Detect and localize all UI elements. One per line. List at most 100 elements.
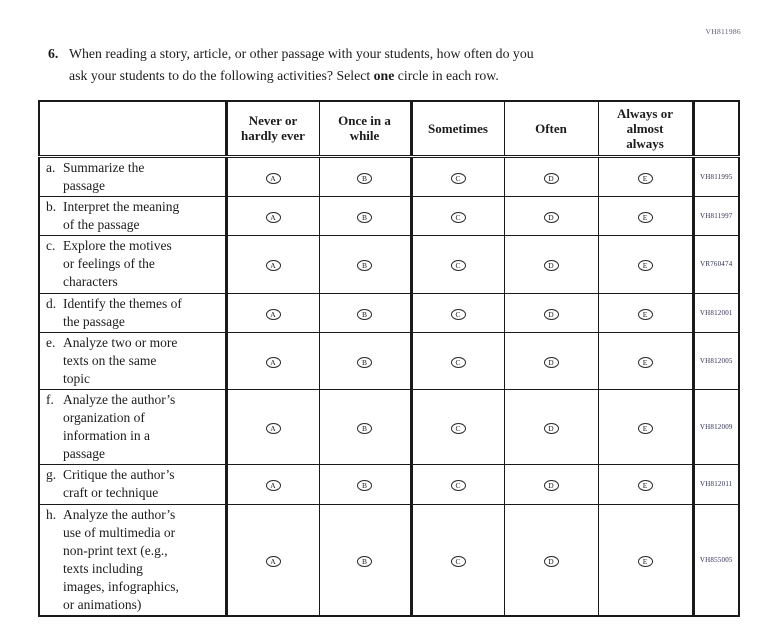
question-block: 6. When reading a story, article, or oth… [48,43,668,86]
option-cell-b: B [318,234,413,294]
answer-bubble-d[interactable]: D [543,555,559,567]
option-cell-b: B [318,463,413,505]
answer-bubble-b[interactable]: B [357,480,372,491]
answer-bubble-c[interactable]: C [450,480,466,491]
answer-bubble-e[interactable]: E [637,356,653,368]
header-col-3: Often [503,100,599,158]
answer-bubble-e[interactable]: E [637,480,653,491]
row-label: Explore the motives or feelings of the c… [63,238,172,289]
question-number: 6. [48,46,59,61]
option-cell-a: A [225,463,320,505]
answer-bubble-e[interactable]: E [637,308,653,320]
activity-label-cell: g. Critique the author’s craft or techni… [38,463,228,505]
activity-label-cell: d. Identify the themes of the passage [38,292,228,333]
question-line-2-after: circle in each row. [394,67,499,83]
answer-bubble-e[interactable]: E [637,172,653,184]
table-row: h. Analyze the author’s use of multimedi… [38,503,740,616]
answer-bubble-d[interactable]: D [543,211,559,223]
answer-bubble-d[interactable]: D [543,260,559,271]
option-cell-d: D [503,463,599,505]
option-cell-c: C [410,292,505,333]
row-code: VH812011 [700,480,733,488]
answer-bubble-c[interactable]: C [450,356,466,368]
answer-bubble-a[interactable]: A [265,480,281,491]
row-letter: h. [46,506,57,522]
answer-bubble-b[interactable]: B [357,555,372,567]
answer-bubble-a[interactable]: A [265,172,281,184]
row-letter: g. [46,467,57,482]
row-letter: f. [46,391,54,407]
option-cell-d: D [503,388,599,465]
answer-bubble-b[interactable]: B [357,172,372,184]
answer-bubble-b[interactable]: B [357,308,372,320]
answer-bubble-e[interactable]: E [637,260,653,271]
table-row: a. Summarize the passage A B C D E VH811995 [38,155,740,197]
option-cell-c: C [410,234,505,294]
option-cell-b: B [318,388,413,465]
option-cell-d: D [503,503,599,616]
header-col-4: Always or almost always [597,100,695,158]
row-code-cell: VH812001 [692,292,740,333]
activity-frequency-table: Never or hardly ever Once in a while Somet… [38,100,740,617]
row-label: Critique the author’s craft or technique [63,467,175,500]
row-code: VH812001 [699,308,733,317]
option-cell-c: C [410,388,505,465]
answer-bubble-a[interactable]: A [265,356,281,368]
answer-bubble-d[interactable]: D [543,480,559,491]
option-cell-e: E [597,155,695,197]
row-label: Analyze the author’s use of multimedia o… [63,506,179,612]
row-code-cell: VH855005 [692,503,740,616]
row-code-cell: VH812005 [692,331,740,390]
answer-bubble-d[interactable]: D [543,356,559,368]
row-label: Analyze the author’s organization of inf… [63,391,176,461]
option-cell-a: A [225,292,320,333]
answer-bubble-c[interactable]: C [450,308,466,320]
answer-bubble-a[interactable]: A [265,555,281,567]
answer-bubble-b[interactable]: B [357,211,372,223]
option-cell-e: E [597,388,695,465]
option-cell-c: C [410,503,505,616]
activity-label-cell: b. Interpret the meaning of the passage [38,195,228,236]
answer-bubble-c[interactable]: C [450,555,466,567]
answer-bubble-c[interactable]: C [450,172,466,184]
row-code-cell: VH812011 [692,463,740,505]
option-cell-c: C [410,463,505,505]
option-cell-d: D [503,331,599,390]
option-cell-b: B [318,503,413,616]
row-code-cell: VH811997 [692,195,740,236]
header-code-cell [692,100,740,158]
answer-bubble-a[interactable]: A [265,260,281,271]
option-cell-e: E [597,463,695,505]
option-cell-a: A [225,503,320,616]
answer-bubble-b[interactable]: B [357,260,372,271]
answer-bubble-d[interactable]: D [543,422,559,434]
answer-bubble-a[interactable]: A [265,211,281,223]
row-label: Summarize the passage [63,159,145,193]
table-row: d. Identify the themes of the passage A B… [38,292,740,333]
answer-bubble-b[interactable]: B [357,356,372,368]
answer-bubble-c[interactable]: C [450,422,466,434]
row-code: VR760474 [700,260,733,268]
answer-bubble-d[interactable]: D [543,308,559,320]
option-cell-e: E [597,292,695,333]
answer-bubble-c[interactable]: C [450,260,466,271]
answer-bubble-e[interactable]: E [637,211,653,223]
option-cell-a: A [225,388,320,465]
answer-bubble-b[interactable]: B [357,422,372,434]
answer-bubble-d[interactable]: D [543,172,559,184]
row-code: VH812009 [699,422,733,431]
answer-bubble-c[interactable]: C [450,211,466,223]
activity-label-cell: e. Analyze two or more texts on the same… [38,331,228,390]
answer-bubble-a[interactable]: A [265,422,281,434]
option-cell-e: E [597,503,695,616]
answer-bubble-e[interactable]: E [637,422,653,434]
row-letter: a. [46,159,56,175]
answer-bubble-a[interactable]: A [265,308,281,320]
row-code-cell: VR760474 [692,234,740,294]
option-cell-d: D [503,234,599,294]
option-cell-b: B [318,155,413,197]
row-letter: c. [46,238,56,253]
answer-bubble-e[interactable]: E [637,555,653,567]
activity-label-cell: f. Analyze the author’s organization of … [38,388,228,465]
